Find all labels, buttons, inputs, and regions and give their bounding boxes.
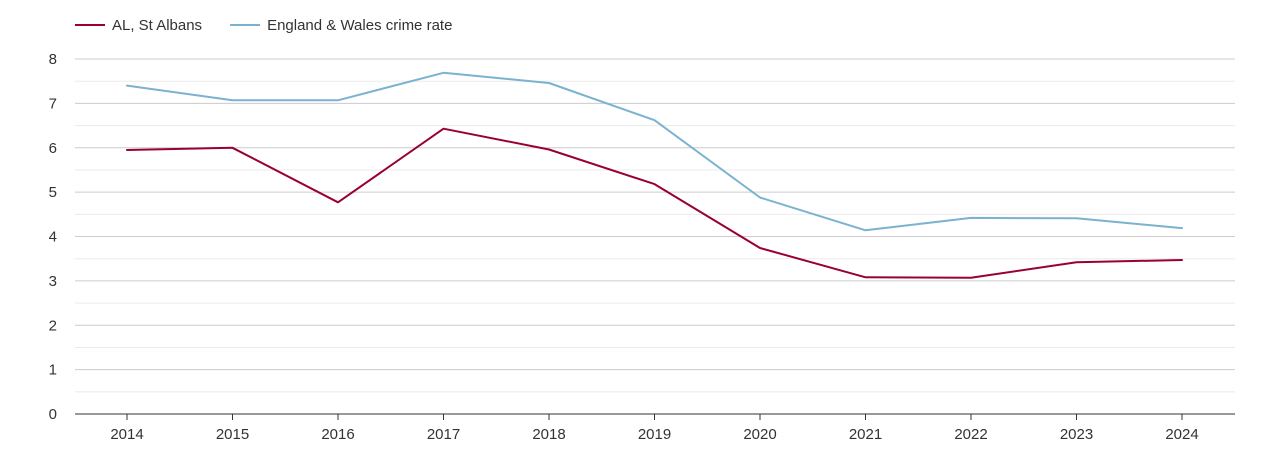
x-tick-label: 2019 xyxy=(638,426,671,443)
x-tick-label: 2023 xyxy=(1060,426,1093,443)
legend-label: England & Wales crime rate xyxy=(267,17,452,34)
y-tick-label: 1 xyxy=(49,362,57,379)
series-group xyxy=(126,71,1183,279)
x-tick-label: 2020 xyxy=(743,426,776,443)
y-tick-label: 2 xyxy=(49,317,57,334)
series-line-1 xyxy=(126,127,1183,279)
x-axis: 2014 2015 2016 2017 2018 2019 2020 2021 2022 2023… xyxy=(75,413,1235,443)
series-line-2 xyxy=(126,71,1183,232)
legend-item-2: England & Wales crime rate xyxy=(230,17,452,34)
x-tick-label: 2016 xyxy=(321,426,354,443)
legend-label: AL, St Albans xyxy=(112,17,202,34)
y-tick-label: 6 xyxy=(49,140,57,157)
x-tick-label: 2014 xyxy=(110,426,143,443)
y-tick-label: 0 xyxy=(49,406,57,423)
y-tick-label: 3 xyxy=(49,273,57,290)
x-tick-label: 2024 xyxy=(1165,426,1198,443)
y-tick-label: 4 xyxy=(49,229,57,246)
legend: AL, St Albans England & Wales crime rate xyxy=(75,17,452,34)
x-tick-label: 2021 xyxy=(849,426,882,443)
y-tick-label: 5 xyxy=(49,184,57,201)
legend-item-1: AL, St Albans xyxy=(75,17,202,34)
x-tick-label: 2022 xyxy=(954,426,987,443)
y-axis: 0 1 2 3 4 5 6 7 8 xyxy=(49,51,57,423)
y-tick-label: 7 xyxy=(49,95,57,112)
x-tick-label: 2017 xyxy=(427,426,460,443)
x-tick-label: 2018 xyxy=(532,426,565,443)
x-tick-label: 2015 xyxy=(216,426,249,443)
y-tick-label: 8 xyxy=(49,51,57,68)
grid-lines xyxy=(75,58,1235,393)
